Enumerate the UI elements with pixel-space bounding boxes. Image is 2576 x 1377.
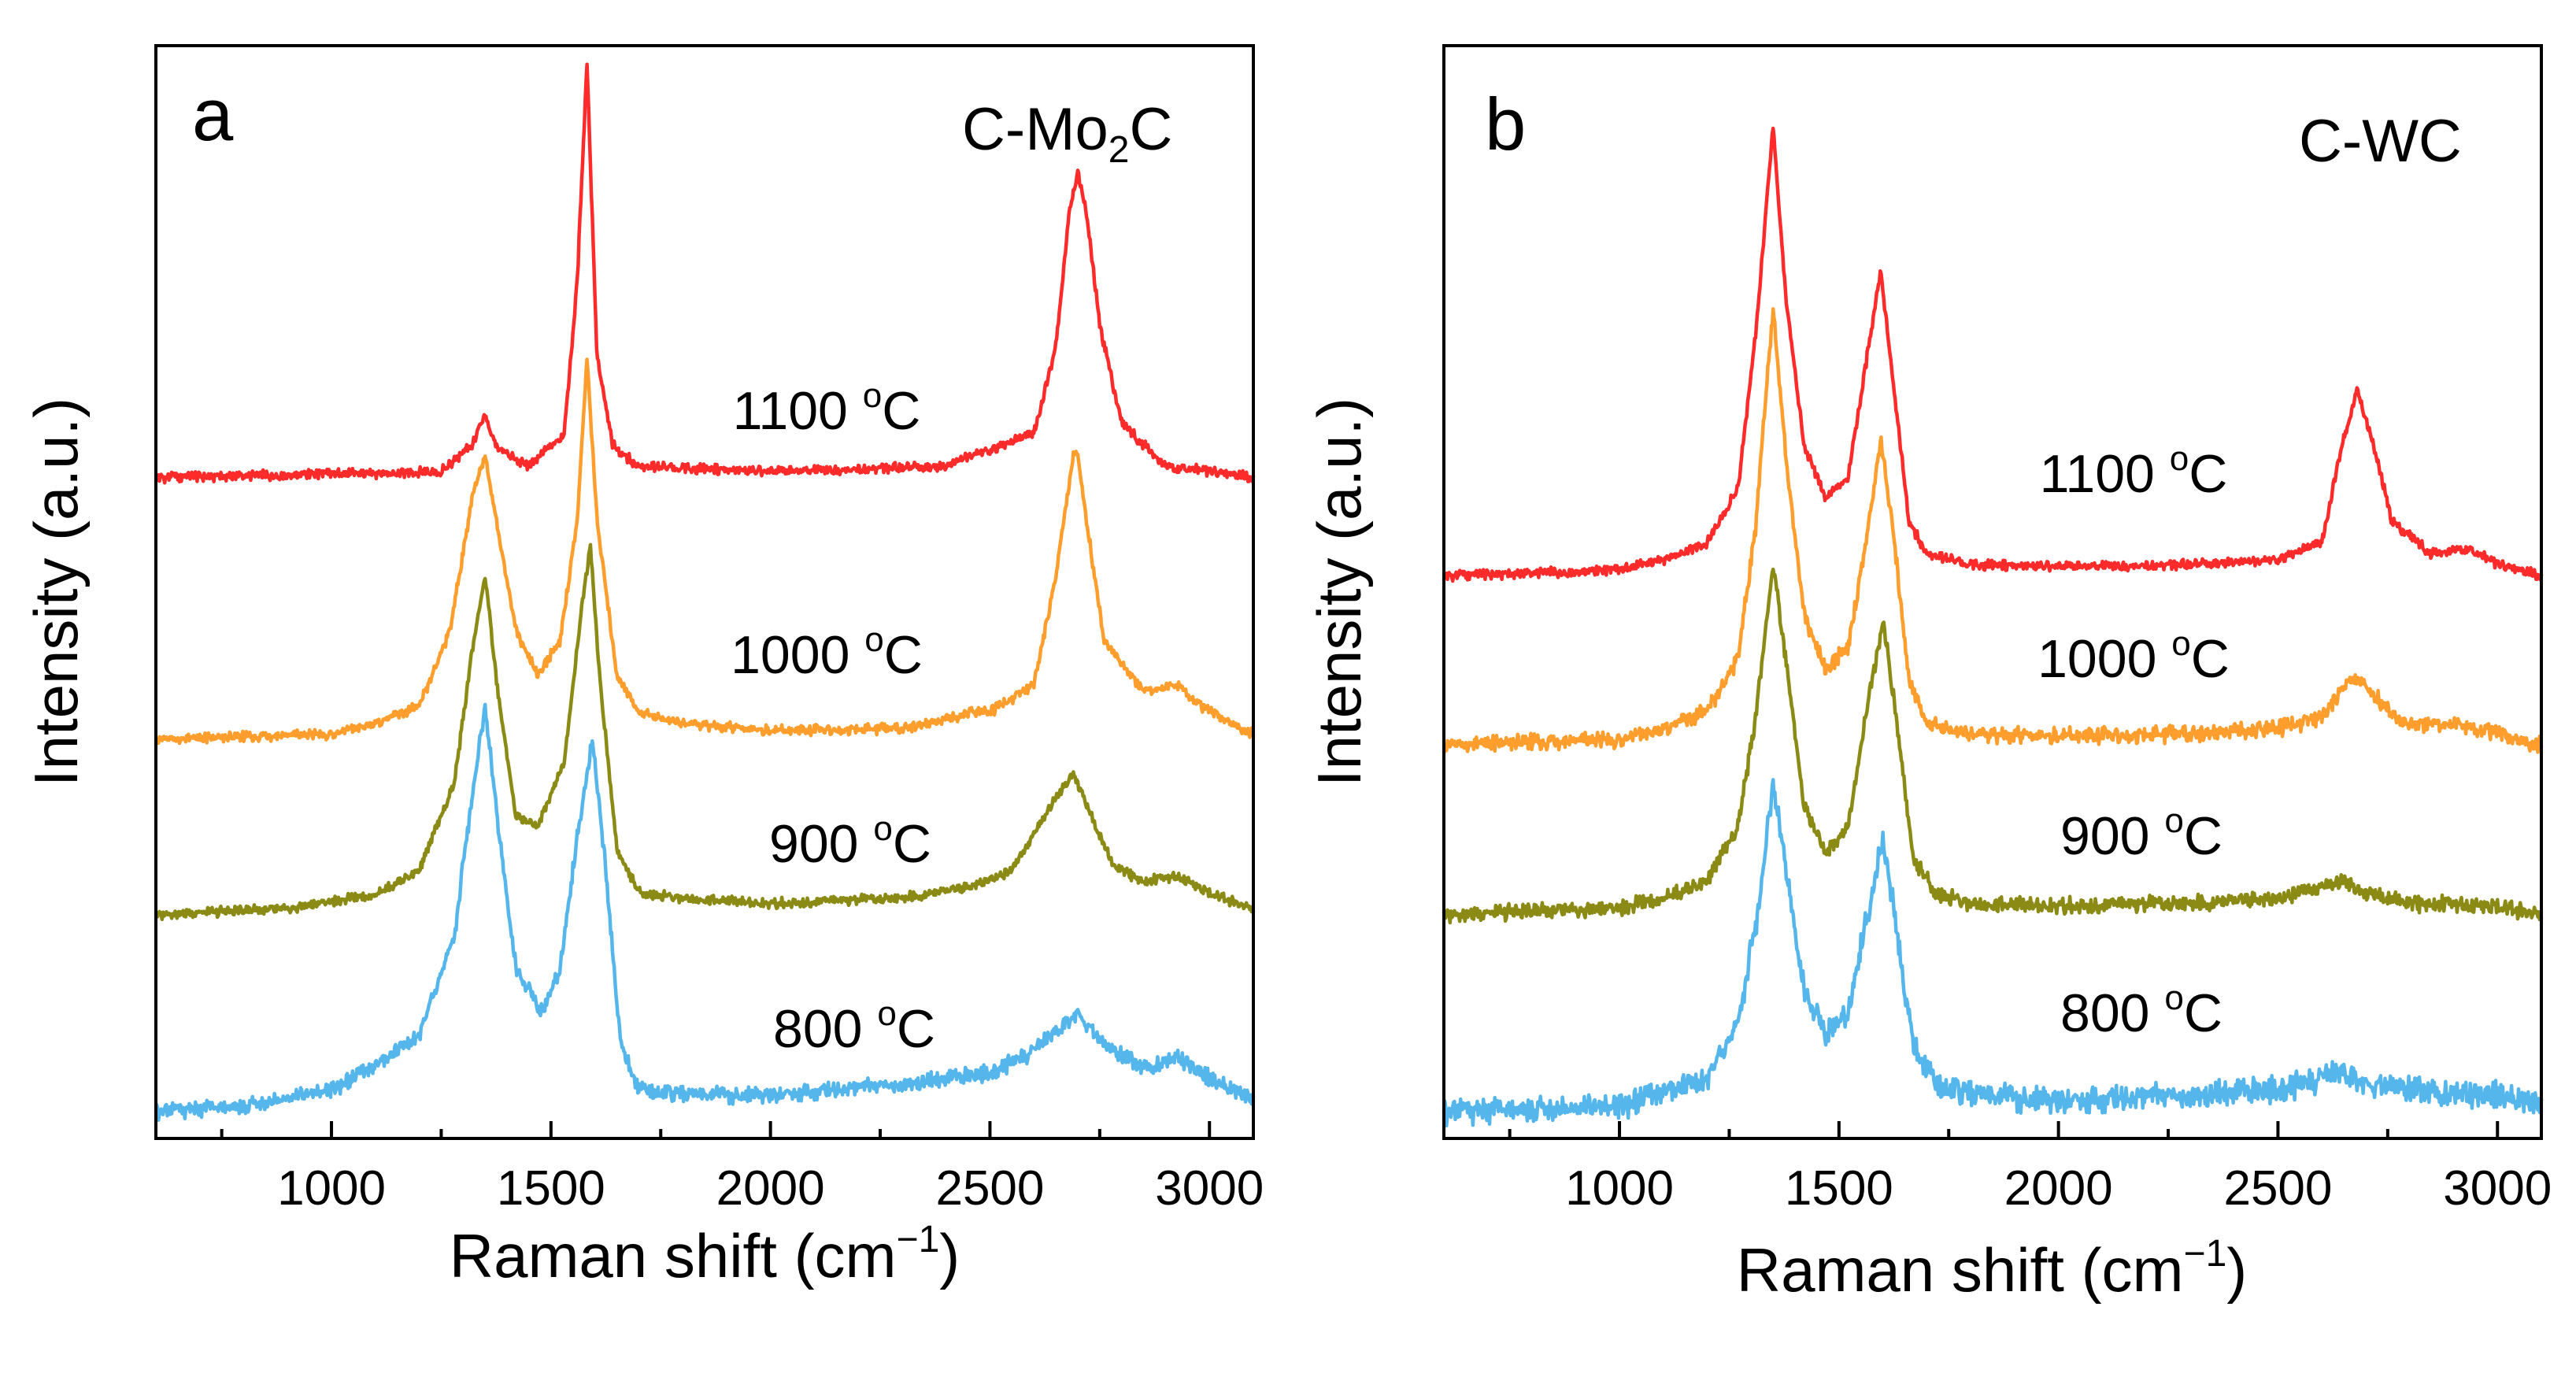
panel-b-sample-main: C-WC [2299, 108, 2462, 175]
panel-a-series-group [154, 62, 1256, 1122]
temp-label-number: 800 [773, 999, 877, 1059]
panel-a-x-title-sup: −1 [897, 1219, 940, 1260]
x-tick-label: 3000 [2443, 1161, 2552, 1216]
temp-label-unit: C [2184, 983, 2223, 1043]
x-tick-label: 2500 [935, 1161, 1044, 1216]
temp-label-unit: C [2191, 629, 2230, 689]
panel-a-label-1000C: 1000 oC [731, 620, 923, 685]
panel-a-y-axis-title: Intensity (a.u.) [21, 398, 91, 787]
panel-b-x-axis: 1000 1500 2000 2500 3000 [1508, 1121, 2552, 1216]
panel-b-label-1100C: 1100 oC [2040, 439, 2228, 504]
temp-label-number: 1000 [2037, 629, 2171, 689]
panel-a-sample-sub: 2 [1108, 129, 1130, 171]
x-tick-label: 1500 [1785, 1161, 1893, 1216]
x-tick-label: 1000 [277, 1161, 386, 1216]
panel-a-series-800C [154, 702, 1256, 1122]
panel-a-series-1100C [154, 62, 1256, 485]
panel-a-x-title-main: Raman shift (cm [450, 1221, 897, 1290]
panel-a-x-axis: 1000 1500 2000 2500 3000 [220, 1121, 1264, 1216]
temp-label-degree: o [863, 376, 882, 415]
temp-label-degree: o [873, 809, 892, 848]
panel-b-x-title-main: Raman shift (cm [1737, 1235, 2184, 1305]
panel-b-x-title-tail: ) [2226, 1235, 2247, 1305]
panel-a-plot-frame [154, 44, 1255, 1140]
temp-label-degree: o [2164, 979, 2183, 1017]
panel-b-letter: b [1485, 83, 1526, 165]
temp-label-number: 1100 [733, 381, 863, 441]
temp-label-degree: o [2170, 439, 2189, 478]
panel-a-sample-name: C-Mo2C [962, 96, 1172, 171]
temp-label-degree: o [2164, 801, 2183, 840]
panel-a-label-900C: 900 oC [769, 809, 931, 874]
panel-a-sample-tail: C [1129, 96, 1172, 163]
panel-a-x-title-tail: ) [939, 1221, 960, 1290]
temp-label-degree: o [864, 620, 883, 659]
temp-label-degree: o [2171, 624, 2190, 663]
panel-a-label-1100C: 1100 oC [733, 376, 921, 441]
x-tick-label: 2000 [716, 1161, 825, 1216]
panel-b-y-axis-title: Intensity (a.u.) [1305, 398, 1374, 787]
temp-label-unit: C [893, 814, 931, 874]
panel-b-label-900C: 900 oC [2060, 801, 2223, 866]
panel-b-label-1000C: 1000 oC [2037, 624, 2230, 689]
temp-label-unit: C [884, 625, 923, 685]
x-tick-label: 1500 [497, 1161, 605, 1216]
temp-label-number: 900 [769, 814, 873, 874]
panel-b-x-title-sup: −1 [2184, 1233, 2227, 1275]
panel-a-series-1000C [154, 357, 1256, 746]
panel-b-series-800C [1442, 778, 2544, 1128]
panel-b-sample-name: C-WC [2299, 108, 2462, 175]
panel-b-series-group [1442, 126, 2544, 1128]
temp-label-unit: C [2184, 806, 2223, 866]
panel-b-x-axis-title: Raman shift (cm−1) [1737, 1233, 2248, 1305]
panel-a-label-800C: 800 oC [773, 994, 935, 1059]
x-tick-label: 3000 [1155, 1161, 1264, 1216]
temp-label-number: 800 [2060, 983, 2164, 1043]
x-tick-label: 2000 [2004, 1161, 2113, 1216]
temp-label-degree: o [877, 994, 896, 1033]
panel-b-series-1100C [1442, 126, 2544, 583]
temp-label-number: 1000 [731, 625, 864, 685]
panel-b-plot-frame [1442, 44, 2543, 1140]
panel-b-label-800C: 800 oC [2060, 979, 2223, 1043]
panel-b-series-1000C [1442, 307, 2544, 754]
temp-label-number: 900 [2060, 806, 2164, 866]
panel-b-series-900C [1442, 567, 2544, 925]
temp-label-unit: C [882, 381, 920, 441]
temp-label-unit: C [2189, 444, 2227, 504]
temp-label-unit: C [897, 999, 935, 1059]
x-tick-label: 1000 [1565, 1161, 1674, 1216]
temp-label-number: 1100 [2040, 444, 2170, 504]
panel-a-x-axis-title: Raman shift (cm−1) [450, 1219, 960, 1290]
panel-a-sample-main: C-Mo [962, 96, 1108, 163]
panel-a-series-900C [154, 542, 1256, 922]
x-tick-label: 2500 [2223, 1161, 2332, 1216]
panel-a-letter: a [192, 73, 234, 156]
